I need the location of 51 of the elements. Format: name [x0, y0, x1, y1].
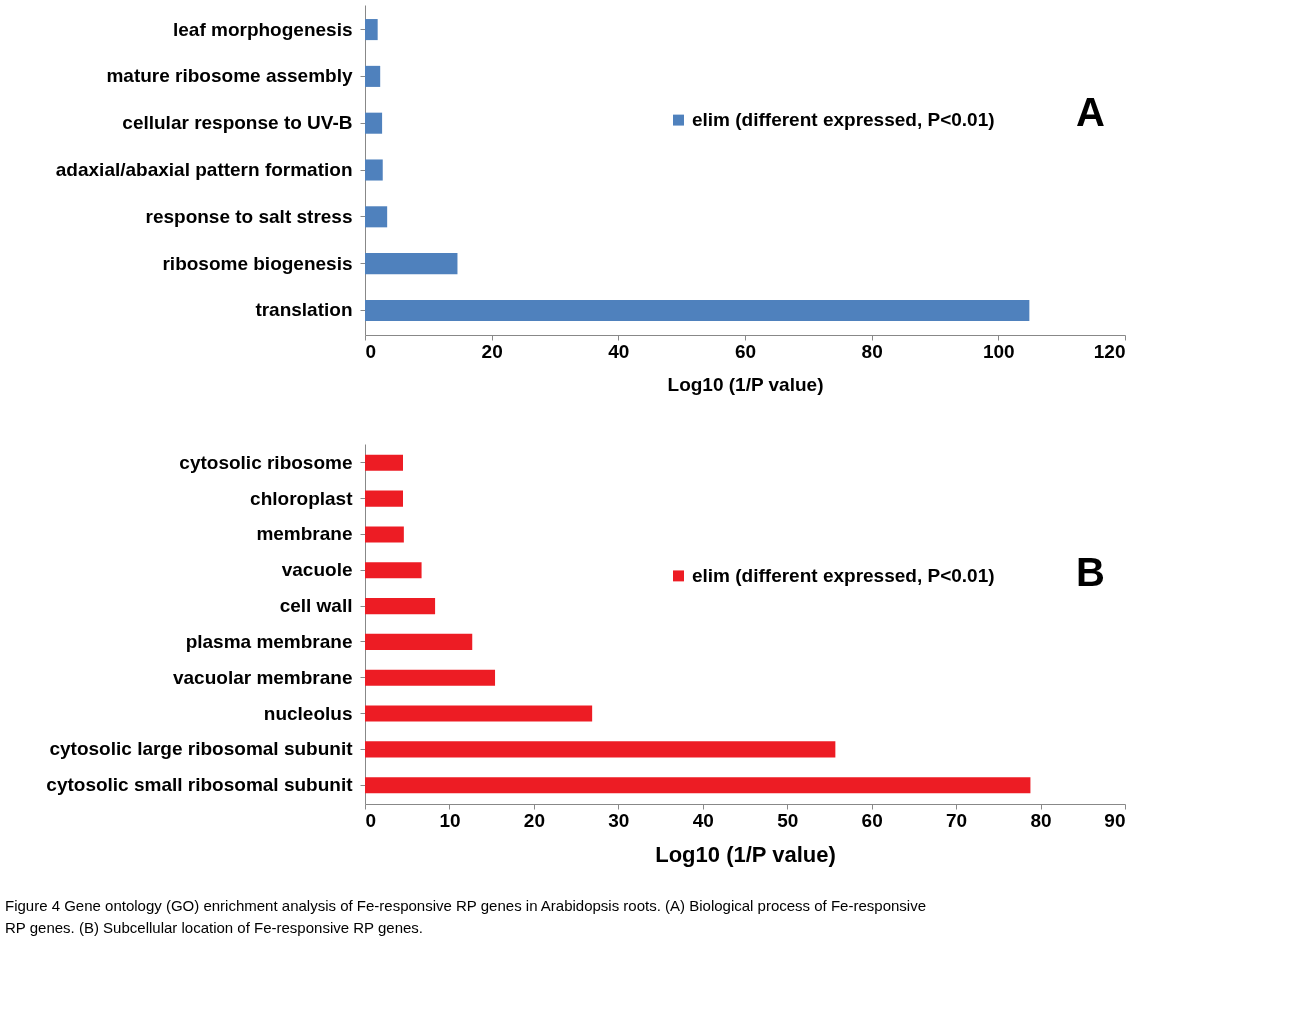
x-tick-label: 0 [365, 340, 377, 362]
y-tick-label: membrane [256, 523, 353, 545]
bar [365, 490, 403, 507]
y-tick-label: adaxial/abaxial pattern formation [55, 159, 353, 180]
x-axis-title: Log10 (1/P value) [655, 841, 836, 867]
x-tick-label: 30 [608, 809, 630, 831]
bar [365, 598, 436, 615]
x-tick-label: 100 [982, 340, 1015, 362]
bar [365, 705, 593, 722]
y-tick-label: response to salt stress [145, 205, 353, 227]
bar [365, 633, 473, 650]
y-tick-label: cytosolic small ribosomal subunit [46, 774, 354, 796]
x-tick-label: 120 [1093, 340, 1126, 362]
y-tick-label: cytosolic ribosome [179, 451, 353, 473]
x-tick-label: 40 [608, 340, 630, 362]
legend-label: elim (different expressed, P<0.01) [692, 109, 995, 131]
x-tick-label: 80 [861, 340, 883, 362]
y-tick-label: chloroplast [250, 487, 354, 509]
y-tick-label: vacuole [281, 559, 353, 581]
x-tick-label: 20 [523, 809, 545, 831]
x-tick-label: 10 [439, 809, 461, 831]
legend-label: elim (different expressed, P<0.01) [692, 564, 995, 586]
y-tick-label: mature ribosome assembly [106, 65, 353, 87]
x-tick-label: 50 [777, 809, 799, 831]
x-tick-label: 60 [861, 809, 883, 831]
x-axis-title: Log10 (1/P value) [667, 373, 824, 395]
bar [365, 562, 422, 579]
x-tick-label: 0 [365, 809, 377, 831]
y-tick-label: ribosome biogenesis [162, 252, 353, 274]
bar [365, 669, 496, 686]
y-tick-label: cytosolic large ribosomal subunit [49, 738, 354, 760]
y-tick-label: translation [255, 299, 353, 321]
x-tick-label: 80 [1030, 809, 1052, 831]
x-tick-label: 60 [734, 340, 757, 362]
y-tick-label: nucleolus [263, 702, 353, 724]
annotation: A [1076, 89, 1105, 134]
x-tick-label: 40 [692, 809, 714, 831]
y-tick-label: cellular response to UV-B [122, 112, 353, 134]
x-tick-label: 90 [1104, 809, 1126, 831]
x-tick-label: 70 [946, 809, 968, 831]
y-tick-label: leaf morphogenesis [173, 18, 353, 40]
bar [365, 777, 1031, 794]
y-tick-label: vacuolar membrane [172, 666, 353, 688]
bar [365, 454, 403, 471]
bar [365, 526, 404, 543]
y-tick-label: plasma membrane [185, 630, 353, 652]
annotation: B [1076, 549, 1105, 594]
caption: Figure 4 Gene ontology (GO) enrichment analysis of Fe-responsive RP genes in Arabidopsis roots. (A) Biological process of Fe-responsive RP genes. (B) Subcellular location of Fe-responsive RP genes. [5, 897, 926, 936]
y-tick-label: cell wall [279, 595, 353, 617]
x-tick-label: 20 [481, 340, 503, 362]
bar [365, 741, 836, 758]
